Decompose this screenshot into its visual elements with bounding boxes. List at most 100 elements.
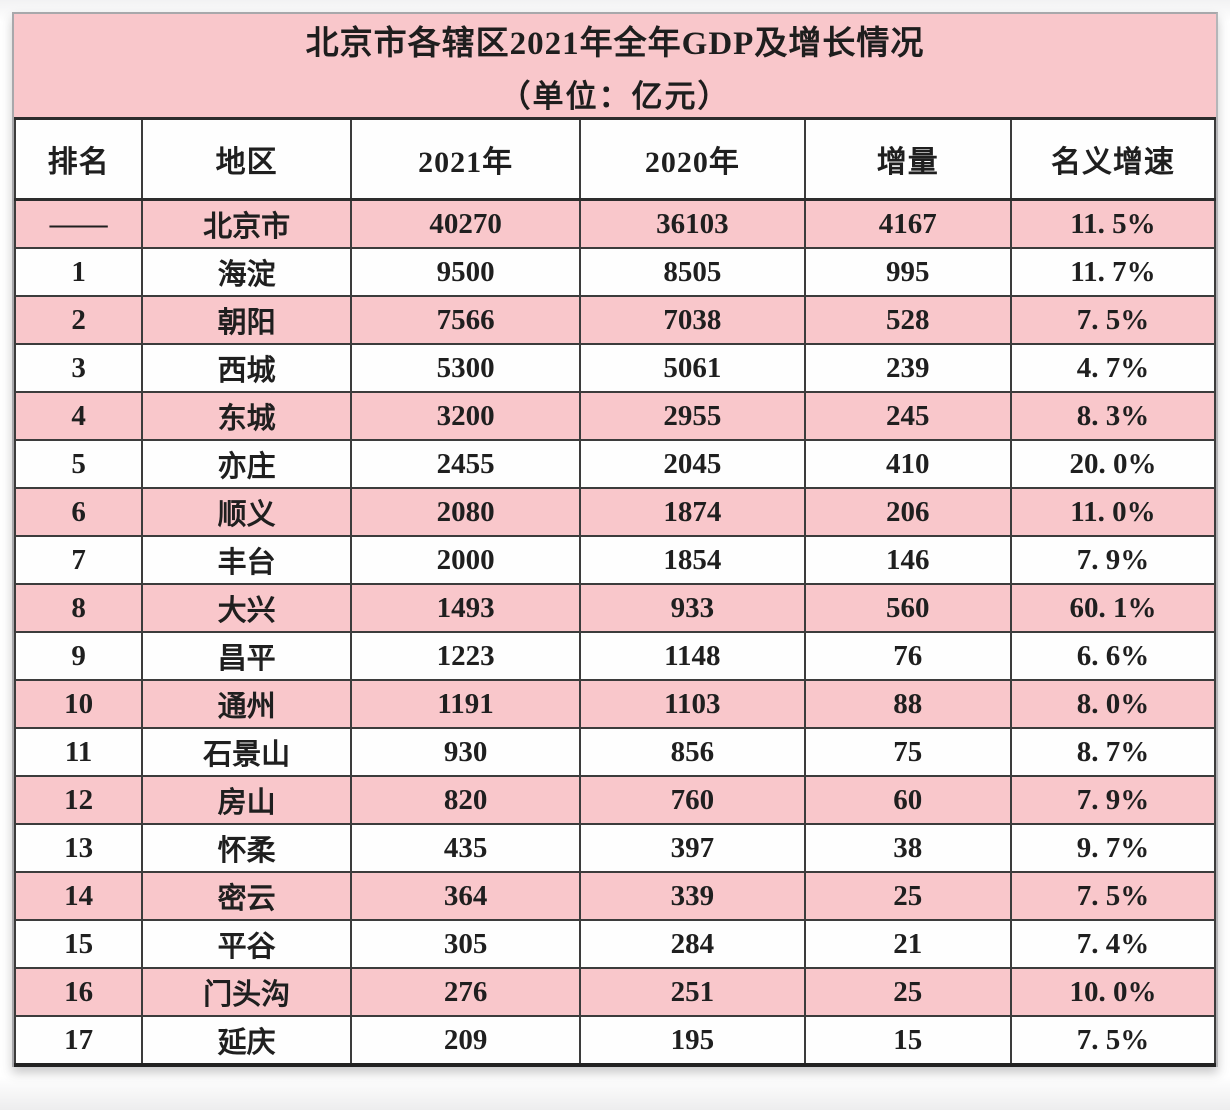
cell-increment: 206 [803,487,1012,537]
cell-gdp-2021: 209 [349,1015,582,1067]
table-row: 2 朝阳 7566 7038 528 7. 5% [13,295,1217,345]
cell-region: 亦庄 [141,439,352,489]
cell-growth: 11. 7% [1009,247,1217,297]
cell-gdp-2021: 2455 [349,439,582,489]
cell-increment: 146 [803,535,1012,585]
table-title-block: 北京市各辖区2021年全年GDP及增长情况 （单位：亿元） [14,14,1216,117]
cell-gdp-2020: 36103 [579,198,806,249]
cell-rank: 4 [13,391,144,441]
cell-gdp-2020: 2955 [579,391,806,441]
cell-rank: —— [13,198,144,249]
column-header-gdp-2020: 2020年 [579,117,806,201]
cell-growth: 7. 9% [1009,775,1217,825]
cell-gdp-2020: 1103 [579,679,806,729]
cell-increment: 88 [803,679,1012,729]
cell-gdp-2020: 1854 [579,535,806,585]
cell-gdp-2021: 2080 [349,487,582,537]
cell-region: 顺义 [141,487,352,537]
cell-growth: 8. 3% [1009,391,1217,441]
cell-rank: 6 [13,487,144,537]
cell-region: 朝阳 [141,295,352,345]
cell-gdp-2021: 305 [349,919,582,969]
cell-region: 海淀 [141,247,352,297]
cell-rank: 5 [13,439,144,489]
cell-gdp-2021: 1223 [349,631,582,681]
cell-rank: 7 [13,535,144,585]
cell-gdp-2021: 364 [349,871,582,921]
table-row: 14 密云 364 339 25 7. 5% [13,871,1217,921]
cell-growth: 7. 9% [1009,535,1217,585]
cell-growth: 60. 1% [1009,583,1217,633]
table-unit-subtitle: （单位：亿元） [499,78,731,114]
cell-region: 房山 [141,775,352,825]
cell-rank: 3 [13,343,144,393]
cell-growth: 7. 5% [1009,295,1217,345]
cell-rank: 10 [13,679,144,729]
column-header-growth: 名义增速 [1009,117,1217,201]
table-row: 8 大兴 1493 933 560 60. 1% [13,583,1217,633]
column-header-rank: 排名 [13,117,144,201]
cell-rank: 2 [13,295,144,345]
cell-region: 门头沟 [141,967,352,1017]
cell-region: 东城 [141,391,352,441]
table-row: 12 房山 820 760 60 7. 9% [13,775,1217,825]
table-row: 6 顺义 2080 1874 206 11. 0% [13,487,1217,537]
cell-gdp-2020: 339 [579,871,806,921]
cell-gdp-2020: 760 [579,775,806,825]
cell-region: 石景山 [141,727,352,777]
cell-growth: 7. 5% [1009,1015,1217,1067]
cell-increment: 239 [803,343,1012,393]
cell-gdp-2021: 930 [349,727,582,777]
table-row: 3 西城 5300 5061 239 4. 7% [13,343,1217,393]
table-row: 9 昌平 1223 1148 76 6. 6% [13,631,1217,681]
cell-region: 平谷 [141,919,352,969]
cell-increment: 995 [803,247,1012,297]
cell-gdp-2020: 856 [579,727,806,777]
cell-gdp-2021: 820 [349,775,582,825]
cell-region: 大兴 [141,583,352,633]
cell-growth: 7. 5% [1009,871,1217,921]
cell-gdp-2021: 435 [349,823,582,873]
cell-growth: 11. 0% [1009,487,1217,537]
cell-rank: 16 [13,967,144,1017]
cell-gdp-2021: 3200 [349,391,582,441]
cell-gdp-2020: 284 [579,919,806,969]
cell-gdp-2020: 7038 [579,295,806,345]
cell-growth: 11. 5% [1009,198,1217,249]
cell-increment: 38 [803,823,1012,873]
cell-gdp-2021: 1493 [349,583,582,633]
cell-increment: 21 [803,919,1012,969]
cell-region: 怀柔 [141,823,352,873]
cell-gdp-2020: 251 [579,967,806,1017]
table-row: 13 怀柔 435 397 38 9. 7% [13,823,1217,873]
table-row: 4 东城 3200 2955 245 8. 3% [13,391,1217,441]
cell-gdp-2020: 5061 [579,343,806,393]
cell-rank: 1 [13,247,144,297]
cell-gdp-2021: 276 [349,967,582,1017]
gdp-table: 排名 地区 2021年 2020年 增量 名义增速 —— 北京市 40270 36103 4167… [13,117,1217,1067]
cell-rank: 14 [13,871,144,921]
column-header-increment: 增量 [803,117,1012,201]
table-title: 北京市各辖区2021年全年GDP及增长情况 [305,25,925,62]
cell-growth: 4. 7% [1009,343,1217,393]
cell-gdp-2021: 2000 [349,535,582,585]
cell-gdp-2020: 397 [579,823,806,873]
table-row: 11 石景山 930 856 75 8. 7% [13,727,1217,777]
cell-growth: 9. 7% [1009,823,1217,873]
cell-gdp-2021: 1191 [349,679,582,729]
cell-rank: 8 [13,583,144,633]
cell-gdp-2020: 195 [579,1015,806,1067]
cell-rank: 17 [13,1015,144,1067]
cell-increment: 560 [803,583,1012,633]
table-row: 1 海淀 9500 8505 995 11. 7% [13,247,1217,297]
cell-region: 延庆 [141,1015,352,1067]
cell-increment: 25 [803,967,1012,1017]
table-row: —— 北京市 40270 36103 4167 11. 5% [13,198,1217,249]
cell-growth: 8. 0% [1009,679,1217,729]
cell-increment: 245 [803,391,1012,441]
cell-gdp-2021: 40270 [349,198,582,249]
cell-gdp-2020: 2045 [579,439,806,489]
header-row: 排名 地区 2021年 2020年 增量 名义增速 [13,117,1217,201]
cell-gdp-2020: 933 [579,583,806,633]
cell-gdp-2021: 9500 [349,247,582,297]
